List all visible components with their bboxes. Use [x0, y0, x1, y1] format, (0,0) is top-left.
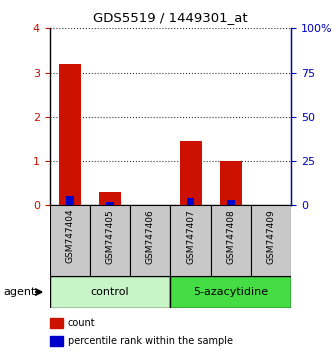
Text: GSM747404: GSM747404: [65, 209, 74, 263]
Text: GSM747406: GSM747406: [146, 209, 155, 264]
Bar: [90, 205, 130, 276]
Bar: [220, 161, 242, 205]
Text: control: control: [91, 287, 129, 297]
Title: GDS5519 / 1449301_at: GDS5519 / 1449301_at: [93, 11, 248, 24]
Bar: [50, 276, 170, 308]
Bar: [251, 205, 291, 276]
Text: GSM747405: GSM747405: [106, 209, 115, 264]
Bar: [106, 202, 114, 205]
Text: count: count: [68, 318, 95, 328]
Bar: [130, 205, 170, 276]
Text: GSM747408: GSM747408: [226, 209, 235, 264]
Bar: [170, 276, 291, 308]
Text: agent: agent: [3, 287, 36, 297]
Bar: [179, 141, 202, 205]
Bar: [66, 196, 74, 205]
Bar: [99, 192, 121, 205]
Bar: [187, 198, 195, 205]
Text: GSM747409: GSM747409: [267, 209, 276, 264]
Text: percentile rank within the sample: percentile rank within the sample: [68, 336, 233, 346]
Bar: [227, 200, 235, 205]
Text: GSM747407: GSM747407: [186, 209, 195, 264]
Bar: [170, 205, 211, 276]
Bar: [211, 205, 251, 276]
Bar: [59, 64, 81, 205]
Bar: [50, 205, 90, 276]
Text: 5-azacytidine: 5-azacytidine: [193, 287, 268, 297]
